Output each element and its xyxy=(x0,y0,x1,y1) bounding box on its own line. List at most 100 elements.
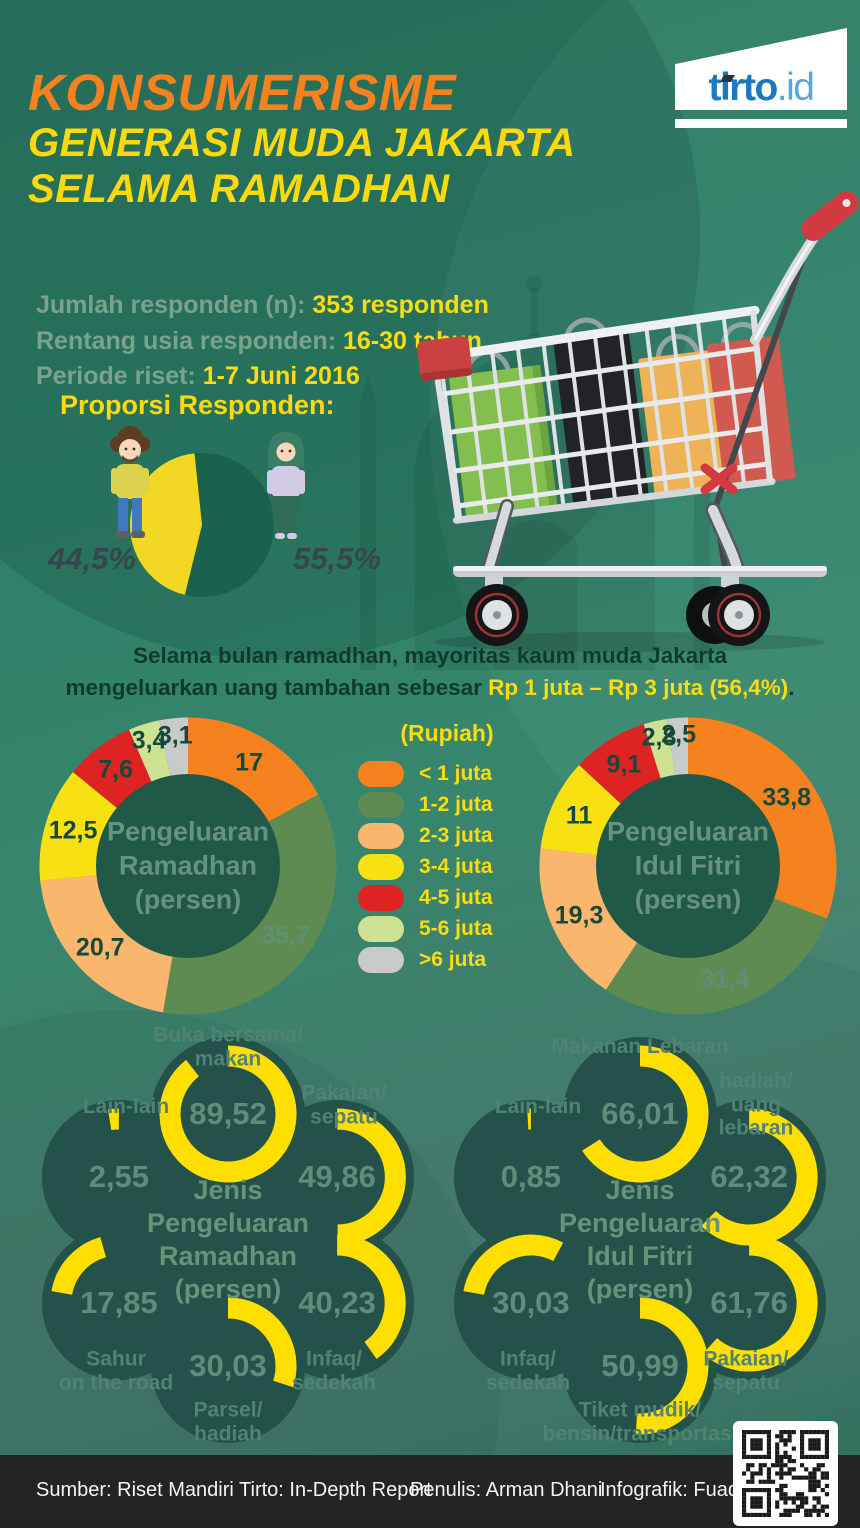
stat-line: Jumlah responden (n): 353 responden xyxy=(36,288,489,324)
legend-label: 4-5 juta xyxy=(419,886,493,909)
donut-slice-1-2 juta xyxy=(605,897,827,1015)
donut-slice-3-4 juta xyxy=(540,765,622,857)
header: KONSUMERISME GENERASI MUDA JAKARTA SELAM… xyxy=(28,66,576,212)
gauge-chart-jenis-pengeluaran-ramadhan: 89,52 Buka bersama/ makan 49,86 Pakaian/ se… xyxy=(18,1023,438,1455)
donut-slice-< 1 juta xyxy=(187,717,319,823)
brand-suffix: .id xyxy=(776,66,815,109)
key-finding-line1: Selama bulan ramadhan, mayoritas kaum mu… xyxy=(133,643,727,668)
proportion-heading: Proporsi Responden: xyxy=(60,390,335,420)
key-finding-line2-prefix: mengeluarkan uang tambahan sebesar xyxy=(65,674,489,700)
donut-value-label: 17 xyxy=(235,748,263,777)
shopping-cart-illustration xyxy=(417,191,859,652)
gauge-value-label: 49,86 xyxy=(298,1159,376,1194)
gauge-category-label: Buka bersama/ makan xyxy=(153,1023,303,1070)
legend-item: 5-6 juta xyxy=(358,916,536,942)
donut-value-label: 35,7 xyxy=(261,921,311,950)
respondent-stats: Jumlah responden (n): 353 responden Renta… xyxy=(36,288,489,395)
gauge-center-label: Jenis Pengeluaran Idul Fitri (persen) xyxy=(558,1175,722,1304)
footer-author: Penulis: Arman Dhani xyxy=(410,1479,603,1501)
legend-swatch xyxy=(358,947,404,973)
donut-slice-1-2 juta xyxy=(162,794,337,1015)
donut-value-label: 9,1 xyxy=(606,750,642,779)
stat-label: Jumlah responden (n): xyxy=(36,291,313,319)
legend-item: >6 juta xyxy=(358,947,536,973)
gauge-value-label: 50,99 xyxy=(601,1348,679,1383)
donut-chart-pengeluaran-ramadhan: 17 35,7 20,7 12,5 7,6 3,4 3,1 Pengeluaran Ramad… xyxy=(38,716,338,1016)
legend-item: 3-4 juta xyxy=(358,854,536,880)
legend-swatch xyxy=(358,854,404,880)
gauge-value-label: 30,03 xyxy=(189,1348,267,1383)
gauge-center-label: Jenis Pengeluaran Ramadhan (persen) xyxy=(146,1175,310,1304)
gauge-value-label: 17,85 xyxy=(80,1285,158,1320)
gauge-category-label: Tiket mudik/ bensin/transportasi xyxy=(542,1398,738,1445)
brand-name: tirto xyxy=(708,66,778,109)
donut-center-label: Pengeluaran Idul Fitri (persen) xyxy=(606,816,770,914)
tirto-logo-text: tirto.id xyxy=(708,66,815,110)
donut-slice->6 juta xyxy=(159,717,189,777)
qr-code-pattern xyxy=(742,1430,829,1517)
page-title: KONSUMERISME xyxy=(28,64,457,121)
legend-label: 2-3 juta xyxy=(419,824,493,847)
footer-designer: Infografik: Fuad xyxy=(600,1479,739,1501)
pie-slice-Perempuan xyxy=(184,452,274,597)
donut-chart-pengeluaran-idul-fitri: 33,8 31,4 19,3 11 9,1 2,8 2,5 Pengeluaran Idul … xyxy=(538,716,838,1016)
cart-rear-wheel xyxy=(686,584,770,646)
gauge-arc-4 xyxy=(635,1297,709,1435)
donut-slice-4-5 juta xyxy=(579,724,662,805)
legend-item: 2-3 juta xyxy=(358,823,536,849)
gauge-category-label: Infaq/ sedekah xyxy=(291,1347,377,1394)
gauge-category-label: Infaq/ sedekah xyxy=(485,1347,571,1394)
gauge-arc-2 xyxy=(701,1108,818,1246)
gauge-center-circle xyxy=(537,1137,743,1343)
legend-swatch xyxy=(358,885,404,911)
footer-bar: Sumber: Riset Mandiri Tirto: In-Depth Re… xyxy=(0,1455,860,1528)
donut-svg-pengeluaran-idul-fitri xyxy=(539,717,837,1015)
donut-slice-2-3 juta xyxy=(539,848,639,990)
legend-title: (Rupiah) xyxy=(400,720,494,746)
legend-item: < 1 juta xyxy=(358,761,536,787)
donut-slice-5-6 juta xyxy=(129,720,172,783)
stat-value: 1-7 Juni 2016 xyxy=(202,362,360,390)
donut-value-label: 3,4 xyxy=(131,726,167,755)
legend-item: 1-2 juta xyxy=(358,792,536,818)
footer-source: Sumber: Riset Mandiri Tirto: In-Depth Re… xyxy=(36,1479,432,1501)
donut-center-label: Pengeluaran Ramadhan (persen) xyxy=(106,816,270,914)
donut-value-label: 12,5 xyxy=(48,816,98,845)
tirto-logo-underline xyxy=(675,119,847,128)
donut-slice-< 1 juta xyxy=(687,717,837,919)
cart-front-wheel xyxy=(466,584,528,646)
key-finding-highlight: Rp 1 juta – Rp 3 juta (56,4%) xyxy=(488,674,789,700)
gauge-value-label: 0,85 xyxy=(500,1159,562,1194)
gauge-arc-3 xyxy=(703,1234,818,1372)
donut-svg-pengeluaran-ramadhan xyxy=(39,717,337,1015)
gauge-category-label: Makanan Lebaran xyxy=(551,1035,729,1059)
page-subtitle-line2: SELAMA RAMADHAN xyxy=(28,166,450,211)
donut-value-label: 20,7 xyxy=(75,933,125,962)
gauge-category-label: Lain-lain xyxy=(82,1095,170,1119)
legend-label: >6 juta xyxy=(419,948,487,971)
stat-value: 353 responden xyxy=(312,291,489,319)
gauge-arc-5 xyxy=(51,1237,107,1296)
female-percentage-label: 55,5% xyxy=(293,541,381,576)
page-subtitle-line1: GENERASI MUDA JAKARTA xyxy=(28,120,576,165)
donut-value-label: 33,8 xyxy=(762,783,812,812)
donut-slice-5-6 juta xyxy=(643,719,676,779)
donut-hole xyxy=(596,774,780,958)
gauge-arc-4 xyxy=(227,1297,297,1388)
legend-item: 4-5 juta xyxy=(358,885,536,911)
gauge-category-label: Pakaian/ sepatu xyxy=(301,1081,387,1128)
donut-slice->6 juta xyxy=(666,717,689,776)
gauge-category-label: Sahur on the road xyxy=(58,1347,174,1394)
gauge-arc-2 xyxy=(336,1108,406,1246)
legend-label: 1-2 juta xyxy=(419,793,493,816)
legend-swatch xyxy=(358,761,404,787)
tirto-logo-flag: tirto.id xyxy=(675,28,847,110)
donut-slice-2-3 juta xyxy=(40,874,174,1013)
legend-label: < 1 juta xyxy=(419,762,492,785)
gauge-category-label: hadiah/ uang lebaran xyxy=(718,1069,794,1140)
legend-swatch xyxy=(358,916,404,942)
donut-value-label: 19,3 xyxy=(554,901,604,930)
gauge-value-label: 62,32 xyxy=(710,1159,788,1194)
gauge-arc-1 xyxy=(582,1045,709,1183)
